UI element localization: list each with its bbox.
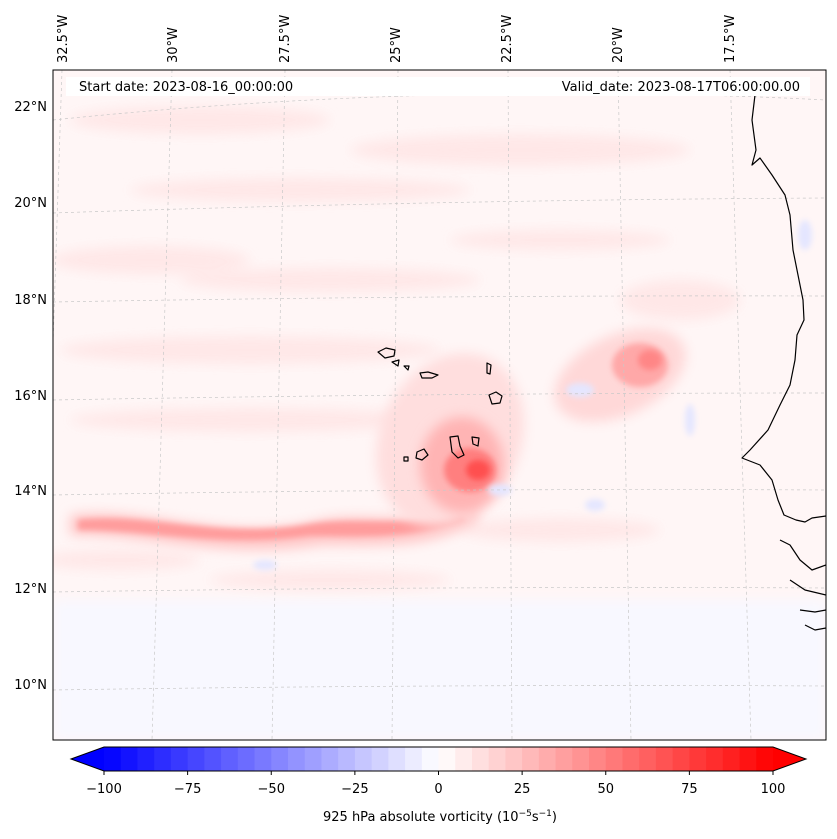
colorbar-segment <box>589 747 607 771</box>
colorbar-segment <box>505 747 523 771</box>
negative-vorticity-patches <box>253 220 812 570</box>
colorbar-ticks: −100 −75 −50 −25 0 25 50 75 100 <box>86 771 785 797</box>
colorbar-segment <box>221 747 239 771</box>
colorbar-segment <box>622 747 640 771</box>
colorbar-segment <box>572 747 590 771</box>
weak-field-south <box>53 600 826 740</box>
colorbar-segment <box>271 747 289 771</box>
colorbar-segment <box>689 747 707 771</box>
start-date-text: Start date: 2023-08-16_00:00:00 <box>79 80 293 95</box>
colorbar-segment <box>555 747 573 771</box>
colorbar-segment <box>338 747 356 771</box>
colorbar-segment <box>739 747 757 771</box>
colorbar-segment <box>538 747 557 771</box>
lon-labels: 32.5°W 30°W 27.5°W 25°W 22.5°W 20°W 17.5… <box>56 15 738 63</box>
island-santa-luzia <box>403 365 410 371</box>
lat-label: 22°N <box>14 100 47 115</box>
colorbar-segment <box>204 747 222 771</box>
africa-coastline <box>741 94 826 523</box>
island-fogo <box>415 448 429 461</box>
colorbar-segment <box>388 747 406 771</box>
island-maio <box>471 436 480 447</box>
colorbar-segment <box>522 747 540 771</box>
lon-label: 32.5°W <box>56 15 71 63</box>
colorbar-segment <box>655 747 674 771</box>
colorbar-segment <box>237 747 256 771</box>
colorbar-tick-label: −75 <box>174 782 201 797</box>
colorbar-tick-label: −25 <box>341 782 368 797</box>
lat-label: 12°N <box>14 582 47 597</box>
colorbar-segment <box>605 747 624 771</box>
colorbar-segment <box>287 747 306 771</box>
colorbar-segment <box>304 747 323 771</box>
lat-labels: 22°N 20°N 18°N 16°N 14°N 12°N 10°N <box>14 100 47 693</box>
island-sao-nicolau <box>419 371 439 379</box>
colorbar-segment <box>154 747 172 771</box>
header-strip <box>66 77 810 96</box>
island-santo-antao <box>377 347 396 359</box>
coastlines <box>377 94 826 631</box>
lon-label: 20°W <box>611 27 626 63</box>
colorbar-extend-max <box>773 747 806 771</box>
island-sal <box>486 362 492 375</box>
colorbar-tick-label: −50 <box>258 782 285 797</box>
lon-label: 30°W <box>166 27 181 63</box>
colorbar-tick-label: 50 <box>597 782 614 797</box>
colorbar-tick-label: 75 <box>681 782 698 797</box>
colorbar-tick-label: 25 <box>514 782 531 797</box>
colorbar-segment <box>672 747 690 771</box>
colorbar-segment <box>639 747 657 771</box>
lat-label: 10°N <box>14 678 47 693</box>
lon-label: 17.5°W <box>723 15 738 63</box>
colorbar-segment <box>254 747 272 771</box>
colorbar-extend-min <box>71 747 104 771</box>
colorbar-segment <box>455 747 473 771</box>
island-sao-vicente <box>391 359 400 367</box>
map-area <box>53 70 826 740</box>
colorbar-segment <box>187 747 205 771</box>
weak-vorticity-streaks <box>53 106 740 590</box>
colorbar-segment <box>756 747 774 771</box>
gridlines <box>53 70 826 740</box>
colorbar-label: 925 hPa absolute vorticity (10−5s−1) <box>323 809 557 825</box>
lon-label: 25°W <box>389 27 404 63</box>
colorbar-segment <box>722 747 741 771</box>
island-santiago <box>449 435 465 459</box>
colorbar: −100 −75 −50 −25 0 25 50 75 100 925 hPa absolute… <box>69 746 808 825</box>
lon-label: 22.5°W <box>500 15 515 63</box>
colorbar-segment <box>706 747 724 771</box>
valid-date-text: Valid_date: 2023-08-17T06:00:00.00 <box>562 80 800 95</box>
colorbar-segment <box>421 747 440 771</box>
island-boa-vista <box>488 391 503 405</box>
island-brava <box>403 456 409 462</box>
colorbar-segment <box>371 747 389 771</box>
colorbar-segment <box>137 747 155 771</box>
lon-label: 27.5°W <box>278 15 293 63</box>
lat-label: 16°N <box>14 389 47 404</box>
colorbar-tick-label: −100 <box>86 782 122 797</box>
colorbar-segment <box>405 747 423 771</box>
colorbar-segment <box>471 747 490 771</box>
colorbar-segments <box>71 747 806 771</box>
colorbar-segment <box>488 747 507 771</box>
colorbar-segment <box>438 747 456 771</box>
colorbar-segment <box>104 747 122 771</box>
vorticity-band <box>70 500 480 550</box>
lat-label: 20°N <box>14 196 47 211</box>
colorbar-tick-label: 100 <box>761 782 786 797</box>
colorbar-segment <box>321 747 339 771</box>
colorbar-segment <box>354 747 373 771</box>
colorbar-tick-label: 0 <box>434 782 442 797</box>
colorbar-segment <box>120 747 139 771</box>
colorbar-segment <box>170 747 189 771</box>
lat-label: 14°N <box>14 484 47 499</box>
vorticity-max-east <box>554 328 686 422</box>
map-frame <box>52 69 827 741</box>
lat-label: 18°N <box>14 293 47 308</box>
